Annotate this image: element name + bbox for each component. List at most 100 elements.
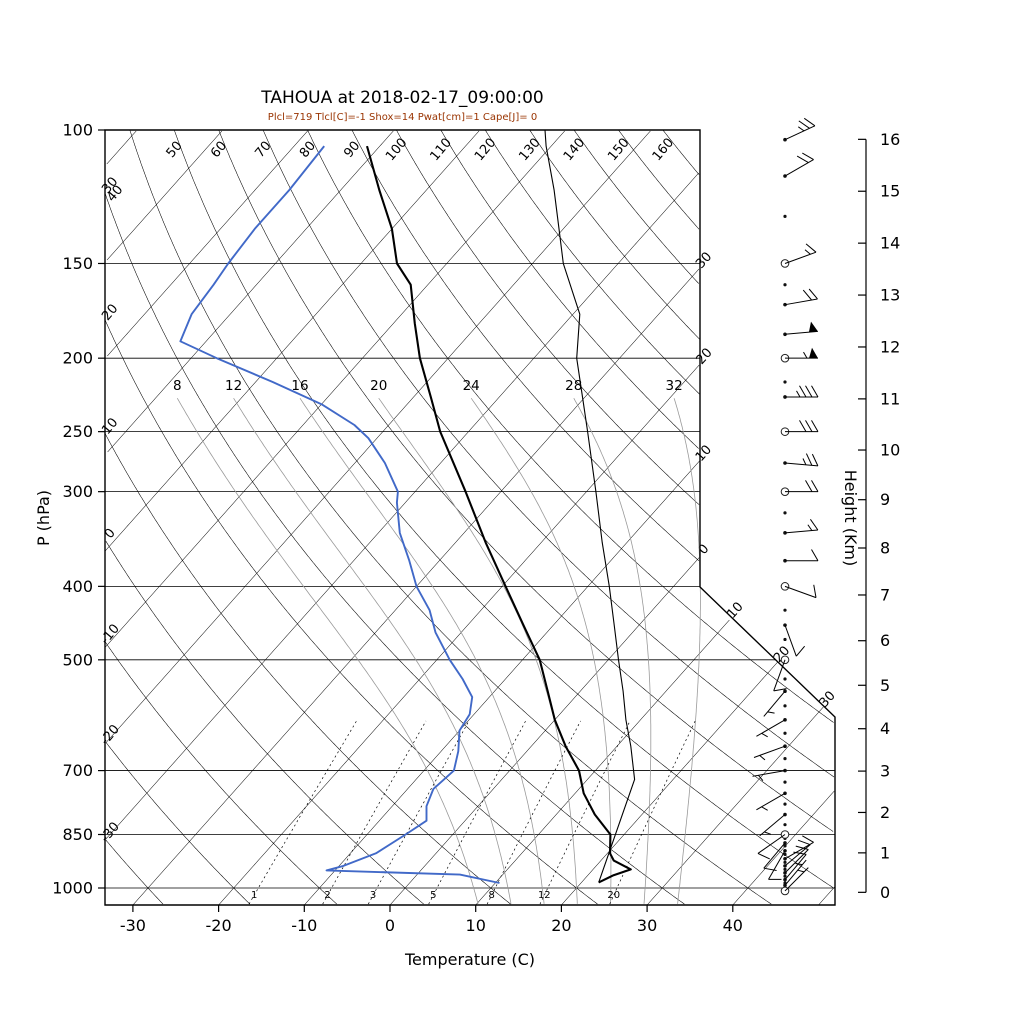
mixing-ratio-label: 3 <box>370 890 376 901</box>
height-tick-label: 6 <box>880 631 890 650</box>
wind-level-dot <box>783 677 787 681</box>
wind-level-dot <box>783 860 787 864</box>
temperature-tick-label: 0 <box>385 916 395 935</box>
height-tick-label: 4 <box>880 719 890 738</box>
dewpoint-curve <box>179 145 500 884</box>
plot-frame <box>104 129 836 906</box>
pressure-tick-label: 300 <box>62 482 93 501</box>
dry-adiabat-label: -10 <box>98 621 123 647</box>
wind-barbs <box>752 117 819 896</box>
moist-adiabat-label: 16 <box>291 378 308 394</box>
wind-level-dot <box>783 731 787 735</box>
dry-adiabat-label: 150 <box>605 135 632 164</box>
temperature-tick-label: 40 <box>723 916 743 935</box>
dry-adiabat-label: 110 <box>428 135 455 164</box>
wind-level-dot <box>783 283 787 287</box>
pressure-tick-label: 400 <box>62 577 93 596</box>
temperature-axis-label: Temperature (C) <box>404 950 536 969</box>
height-tick-label: 5 <box>880 676 890 695</box>
wind-level-dot <box>783 802 787 806</box>
pressure-tick-label: 100 <box>62 121 93 140</box>
wind-level-dot <box>783 214 787 218</box>
mixing-ratio-label: 5 <box>430 890 436 901</box>
wind-level-dot <box>783 704 787 708</box>
wind-level-dot <box>783 823 787 827</box>
wind-level-dot <box>783 867 787 871</box>
wind-level-dot <box>783 757 787 761</box>
chart-title: TAHOUA at 2018-02-17_09:00:00 <box>261 88 544 108</box>
dry-adiabat-label: 160 <box>650 135 677 164</box>
mixing-ratio-label: 8 <box>488 890 494 901</box>
wind-level-dot <box>783 637 787 642</box>
moist-adiabat-label: 20 <box>370 378 387 394</box>
mixing-ratio-label: 2 <box>324 890 330 901</box>
height-tick-label: 2 <box>880 803 890 822</box>
dry-adiabat-label: 10 <box>99 415 121 437</box>
dry-adiabat-label: -30 <box>98 820 123 846</box>
moist-adiabat-label: 12 <box>225 378 242 394</box>
moist-adiabats: 8 12 16 20 24 28 32 <box>173 378 701 904</box>
station-dot <box>783 332 787 337</box>
pressure-tick-label: 700 <box>62 761 93 780</box>
chart-subtitle: Plcl=719 Tlcl[C]=-1 Shox=14 Pwat[cm]=1 C… <box>267 112 538 123</box>
height-tick-label: 1 <box>880 843 890 862</box>
dry-adiabat-label: 50 <box>164 139 186 161</box>
wind-level-dot <box>783 780 787 784</box>
moist-adiabat-label: 8 <box>173 378 182 394</box>
wind-level-dot <box>783 844 787 848</box>
dry-adiabat-label: 60 <box>208 139 230 161</box>
height-tick-label: 3 <box>880 762 890 781</box>
height-tick-label: 16 <box>880 130 900 149</box>
height-tick-label: 11 <box>880 389 900 408</box>
pressure-axis: 100 150 200 250 300 400 500 700 850 1000 <box>52 121 105 898</box>
pressure-tick-label: 1000 <box>52 879 93 898</box>
dry-adiabat-label: 140 <box>561 135 588 164</box>
moist-adiabat-label: 24 <box>463 378 480 394</box>
pressure-gridlines <box>105 129 835 889</box>
height-tick-label: 13 <box>880 286 900 305</box>
dry-adiabat-label: 20 <box>99 302 121 324</box>
height-tick-label: 0 <box>880 883 890 902</box>
height-tick-label: 15 <box>880 182 900 201</box>
height-tick-label: 14 <box>880 234 900 253</box>
height-tick-label: 7 <box>880 585 890 604</box>
dry-adiabat-label: 90 <box>341 139 363 161</box>
height-tick-label: 8 <box>880 538 890 557</box>
temperature-tick-label: -10 <box>291 916 317 935</box>
temperature-tick-label: -20 <box>206 916 232 935</box>
mixing-ratio-label: 12 <box>538 890 551 901</box>
temperature-tick-label: 10 <box>466 916 486 935</box>
height-tick-label: 10 <box>880 441 900 460</box>
moist-adiabat-label: 28 <box>565 378 582 394</box>
dry-adiabat-label: 70 <box>252 139 274 161</box>
wind-level-dot <box>783 852 787 857</box>
dry-adiabat-label: 120 <box>472 135 499 164</box>
mixing-ratio-lines: 1 2 3 5 8 12 20 <box>248 720 696 905</box>
temperature-curve <box>365 145 632 884</box>
isotherm-label: 10 <box>724 599 746 621</box>
wind-level-dot <box>783 511 787 515</box>
wind-level-dot <box>783 874 787 878</box>
height-tick-label: 12 <box>880 337 900 356</box>
pressure-tick-label: 150 <box>62 254 93 273</box>
isotherm-label: 20 <box>693 345 715 367</box>
height-tick-label: 9 <box>880 490 890 509</box>
dry-adiabat-label: -20 <box>98 722 123 748</box>
isotherm-label: 30 <box>817 688 839 710</box>
temperature-tick-label: -30 <box>120 916 146 935</box>
pressure-tick-label: 250 <box>62 422 93 441</box>
isotherm-label: 0 <box>696 542 713 558</box>
temperature-tick-label: 20 <box>551 916 571 935</box>
wind-level-dot <box>783 380 787 384</box>
parcel-curve <box>544 129 636 883</box>
pressure-tick-label: 500 <box>62 650 93 669</box>
temperature-tick-label: 30 <box>637 916 657 935</box>
station-dot <box>783 302 787 307</box>
wind-level-dot <box>783 608 787 612</box>
moist-adiabat-label: 32 <box>666 378 683 394</box>
